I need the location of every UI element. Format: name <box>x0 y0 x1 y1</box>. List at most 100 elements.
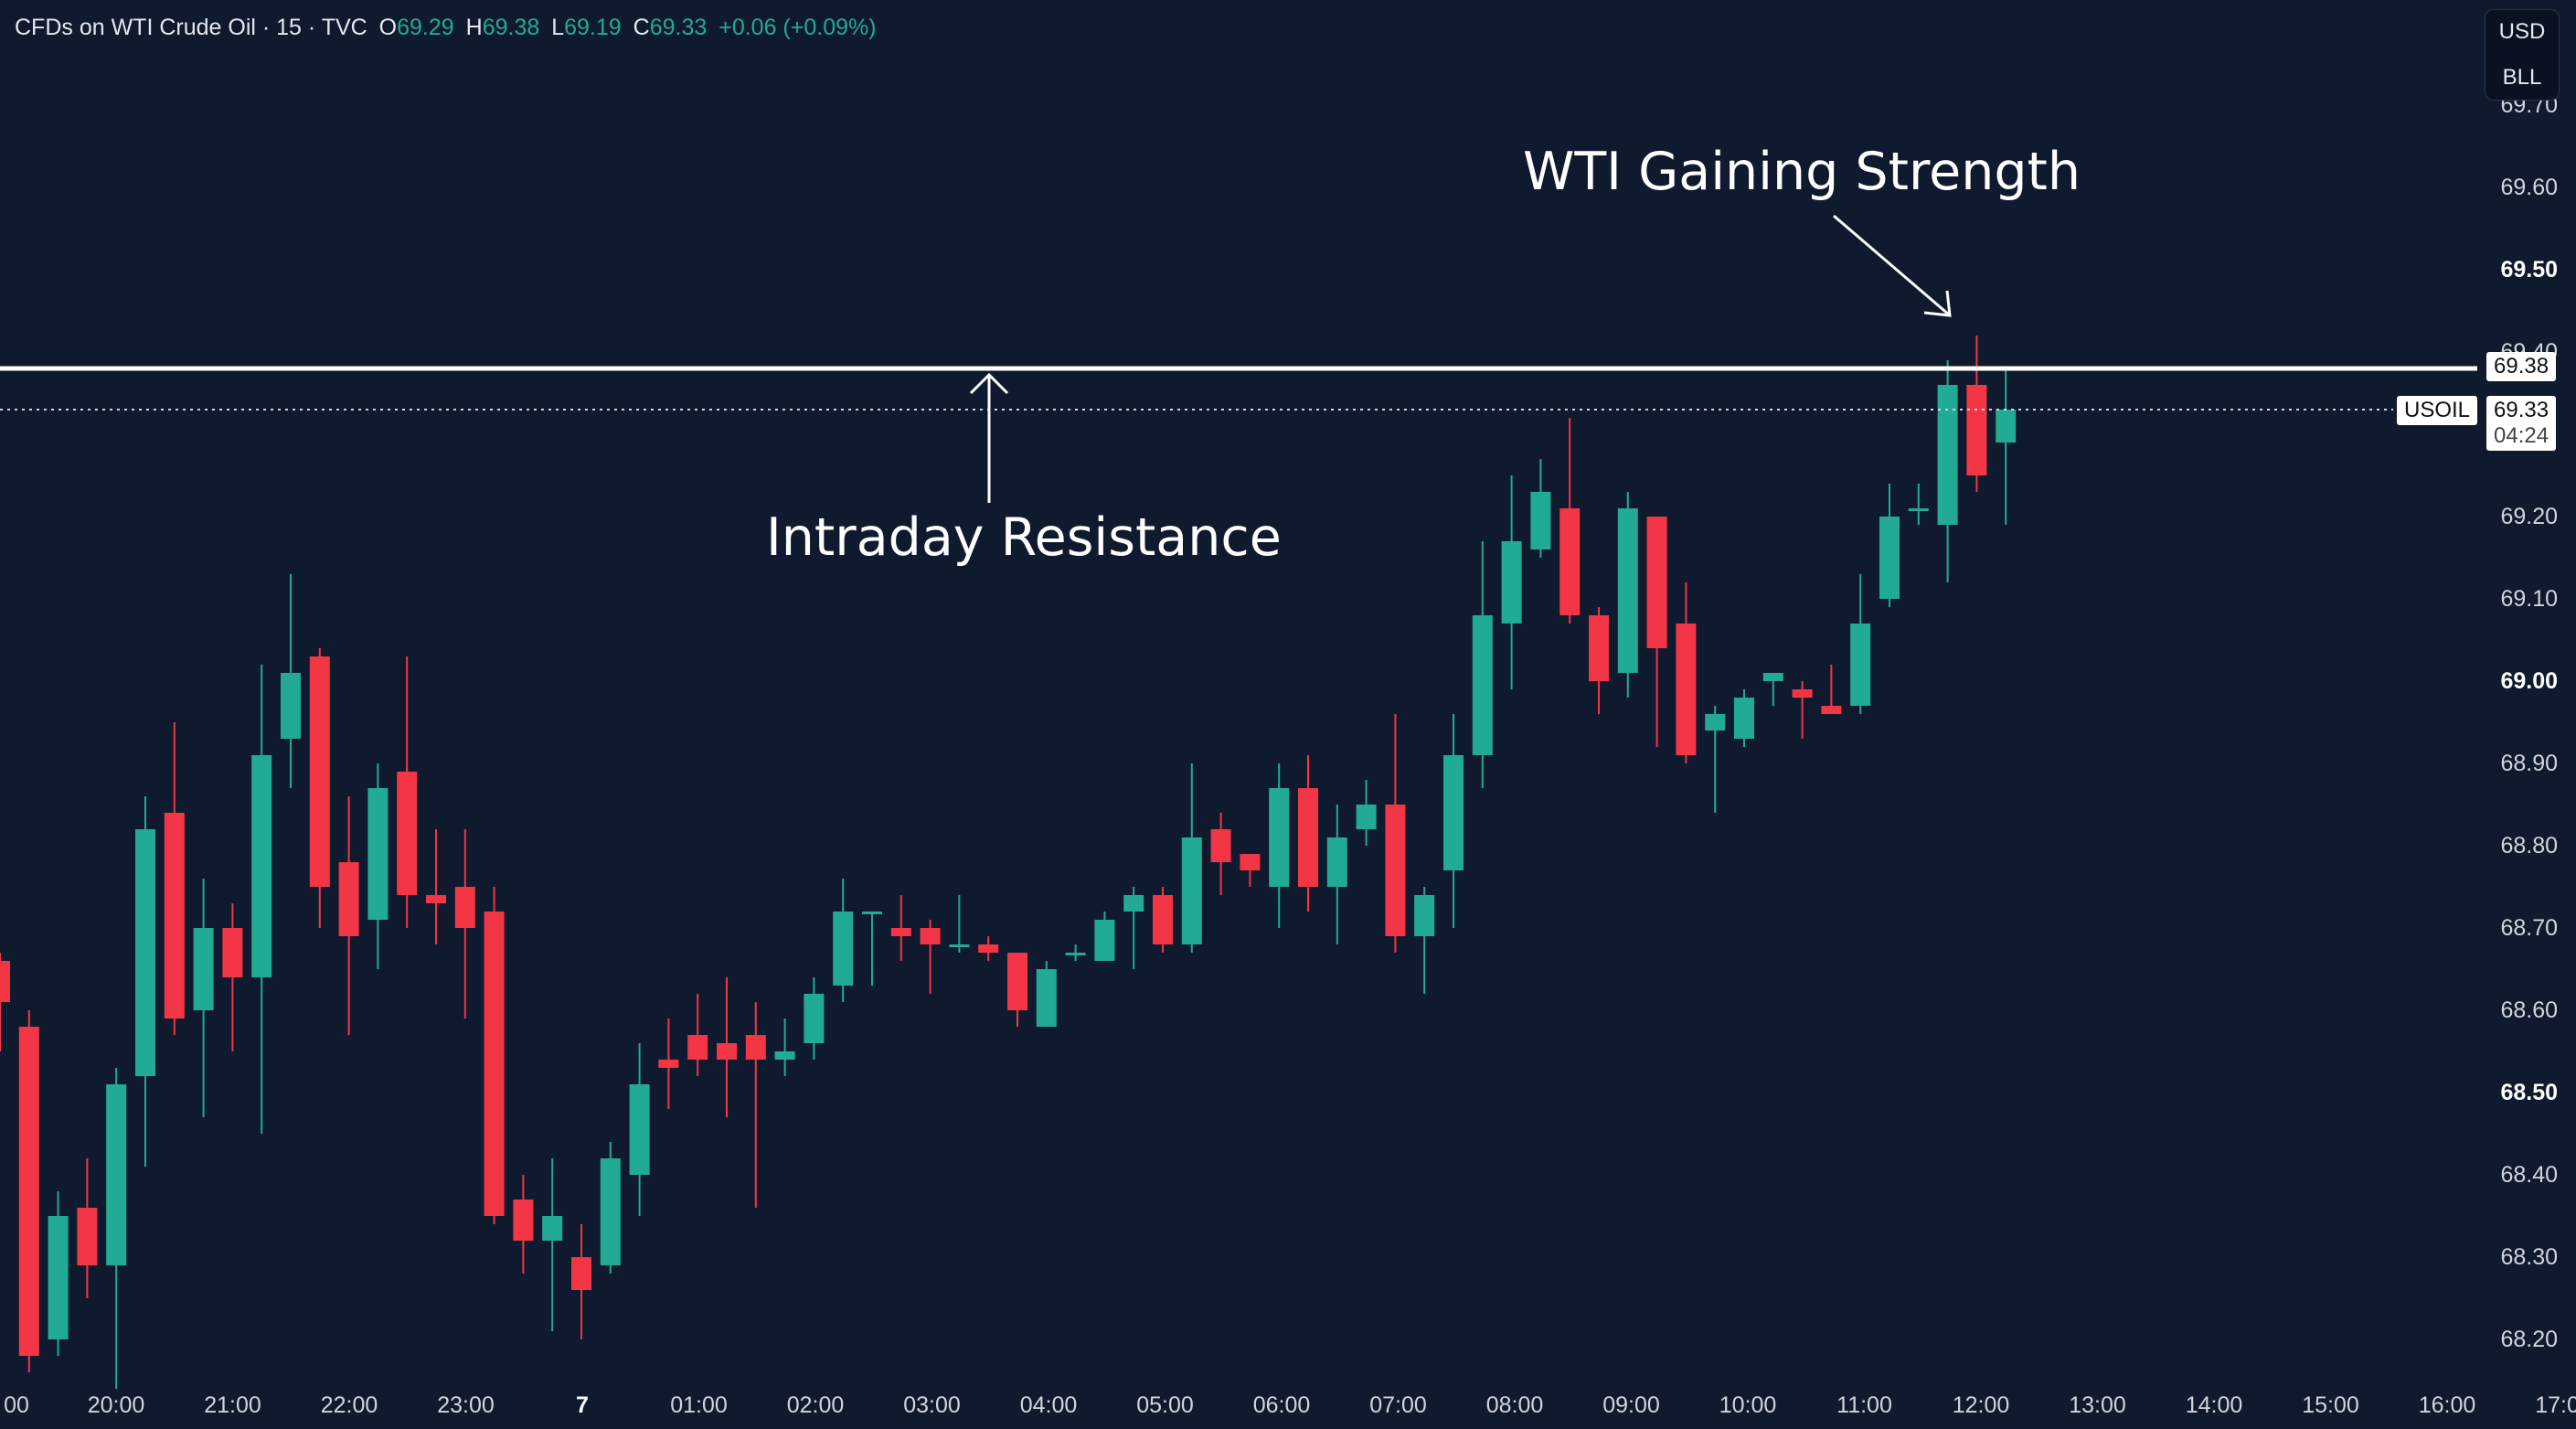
candle[interactable] <box>600 1142 621 1274</box>
candle[interactable] <box>193 879 214 1117</box>
change-value: +0.06 (+0.09%) <box>719 15 877 40</box>
y-tick-label: 68.80 <box>2500 833 2558 858</box>
candle[interactable] <box>862 912 882 986</box>
candle[interactable] <box>1676 582 1697 763</box>
candle[interactable] <box>48 1191 69 1356</box>
x-tick-label: 00 <box>4 1392 29 1418</box>
candle[interactable] <box>629 1043 650 1216</box>
candle[interactable] <box>687 994 708 1076</box>
candle[interactable] <box>18 1010 39 1372</box>
candle[interactable] <box>978 936 999 961</box>
candle[interactable] <box>367 763 389 969</box>
candle[interactable] <box>1879 484 1900 607</box>
time-axis[interactable]: 00 20:00 21:00 22:00 23:00 7 01:00 02:00 03:00 04… <box>4 1392 2576 1418</box>
close-value: 69.33 <box>649 15 708 40</box>
candle[interactable] <box>309 648 330 928</box>
candle[interactable] <box>542 1158 563 1331</box>
candle[interactable] <box>1298 755 1318 912</box>
candle[interactable] <box>833 879 854 1002</box>
candle[interactable] <box>1472 541 1493 788</box>
candle[interactable] <box>745 1002 766 1208</box>
x-tick-label: 10:00 <box>1719 1392 1777 1418</box>
candle[interactable] <box>1123 887 1144 969</box>
candle[interactable] <box>1937 360 1958 582</box>
candle[interactable] <box>1036 961 1057 1027</box>
candle[interactable] <box>77 1158 98 1298</box>
candle[interactable] <box>1559 418 1581 624</box>
open-value: 69.29 <box>397 15 454 40</box>
candle[interactable] <box>1356 780 1377 846</box>
price-axis[interactable]: 68.20 68.30 68.40 68.50 68.60 68.70 68.80 68.90… <box>2500 92 2558 1352</box>
y-tick-label: 68.40 <box>2500 1162 2558 1188</box>
candle[interactable] <box>106 1068 127 1389</box>
candle-body <box>1501 541 1522 624</box>
candle[interactable] <box>1646 517 1667 747</box>
candle[interactable] <box>804 977 825 1060</box>
candle-body <box>687 1035 708 1060</box>
candle[interactable] <box>513 1175 534 1274</box>
candle[interactable] <box>454 829 475 1018</box>
candle[interactable] <box>1530 459 1551 558</box>
candle[interactable] <box>1326 805 1347 944</box>
candle[interactable] <box>1385 714 1406 953</box>
candle[interactable] <box>1065 944 1086 961</box>
candle[interactable] <box>135 796 155 1167</box>
candle[interactable] <box>1589 607 1609 714</box>
candle[interactable] <box>1181 763 1202 953</box>
candle[interactable] <box>1734 689 1754 747</box>
currency-label: USD <box>2498 19 2546 44</box>
candle[interactable] <box>774 1018 795 1076</box>
candle[interactable] <box>717 977 737 1117</box>
candle[interactable] <box>164 722 185 1035</box>
candle[interactable] <box>1908 484 1929 525</box>
candle[interactable] <box>1007 953 1027 1027</box>
candle[interactable] <box>1850 574 1871 714</box>
candle[interactable] <box>1240 854 1261 887</box>
candle[interactable] <box>338 796 359 1035</box>
candle[interactable] <box>890 895 911 961</box>
candle[interactable] <box>1996 368 2017 525</box>
symbol-title[interactable]: CFDs on WTI Crude Oil · 15 · TVC <box>15 15 367 40</box>
candle[interactable] <box>920 920 941 994</box>
x-tick-label: 09:00 <box>1602 1392 1660 1418</box>
candle[interactable] <box>484 887 505 1224</box>
candle-body <box>1589 615 1609 681</box>
candle[interactable] <box>1414 887 1435 994</box>
candle[interactable] <box>1617 492 1638 698</box>
candle-body <box>1443 755 1464 870</box>
candle-body <box>745 1035 766 1060</box>
candle-body <box>251 755 272 977</box>
candle[interactable] <box>1966 336 1987 492</box>
last-price-tag: 69.33 04:24 <box>2486 396 2557 451</box>
candle-body <box>309 656 330 887</box>
candle[interactable] <box>1210 813 1231 895</box>
candle[interactable] <box>1762 673 1783 706</box>
strength-annotation[interactable]: WTI Gaining Strength <box>1523 142 2081 202</box>
candle[interactable] <box>1821 665 1842 714</box>
candle[interactable] <box>1443 714 1464 928</box>
candle[interactable] <box>658 1018 679 1109</box>
candle[interactable] <box>1792 681 1813 739</box>
candle[interactable] <box>251 665 272 1134</box>
candle-body <box>1036 969 1057 1027</box>
candle[interactable] <box>222 903 243 1051</box>
candle[interactable] <box>1705 706 1726 813</box>
candle[interactable] <box>281 574 301 788</box>
candle[interactable] <box>949 895 970 953</box>
candle-body <box>1792 689 1813 698</box>
x-tick-label: 23:00 <box>437 1392 495 1418</box>
candle[interactable] <box>1153 887 1173 953</box>
resistance-annotation[interactable]: Intraday Resistance <box>766 507 1282 568</box>
candle[interactable] <box>1269 763 1290 928</box>
candle[interactable] <box>426 829 446 944</box>
candle[interactable] <box>1094 912 1115 961</box>
candle-body <box>367 788 389 920</box>
candle[interactable] <box>0 953 10 1051</box>
candle[interactable] <box>571 1224 591 1339</box>
x-tick-label: 22:00 <box>321 1392 378 1418</box>
candle-body <box>1879 517 1900 599</box>
candle[interactable] <box>1501 475 1522 689</box>
candle[interactable] <box>397 656 418 928</box>
currency-unit-button[interactable]: USD BLL <box>2485 9 2560 101</box>
